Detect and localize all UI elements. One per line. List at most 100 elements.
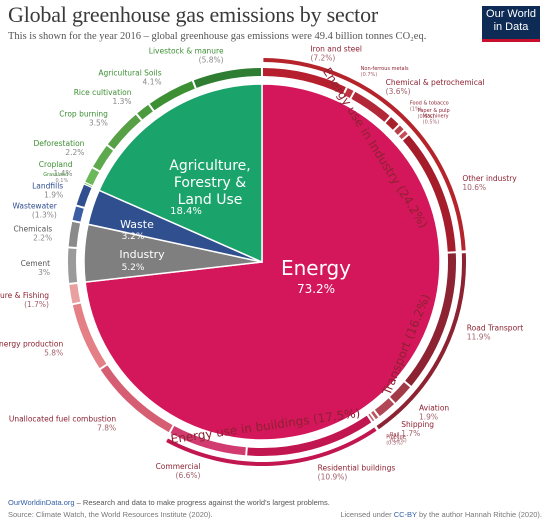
subsector-label-machinery: Machinery: [423, 114, 449, 120]
ring-segment-crop-burning: [107, 114, 141, 150]
subsector-label-pipeline: Pipeline: [386, 435, 406, 441]
ring-segment-commercial: [170, 425, 246, 456]
subsector-pct-rail: (0.4%): [390, 438, 407, 444]
ring-segment-rice-cultivation: [137, 104, 153, 120]
ring-segment-chemical-petrochemical: [351, 91, 390, 122]
subsector-label-landfills: Landfills: [32, 181, 63, 190]
subsector-label-iron-and-steel: Iron and steel: [310, 45, 362, 54]
license-suffix: by the author Hannah Ritchie (2020).: [416, 510, 542, 519]
logo-line-1: Our World: [486, 8, 536, 20]
subsector-label-crop-burning: Crop burning: [59, 109, 108, 118]
subsector-label-grassland: Grassland: [43, 172, 68, 178]
ring-segment-deforestation: [93, 145, 114, 171]
subsector-pct-crop-burning: 3.5%: [89, 118, 108, 127]
subsector-label-unallocated-fuel-combustion: Unallocated fuel combustion: [9, 414, 117, 423]
sector-label-agriculture-line-2: Forestry &: [174, 175, 246, 191]
subsector-label-fugitive-emissions-from-energy-production: Fugitive emissions from energy productio…: [0, 340, 63, 349]
subsector-label-other-industry: Other industry: [462, 174, 517, 183]
subsector-pct-pipeline: (0.3%): [386, 441, 403, 447]
subsector-label-agricultural-soils: Agricultural Soils: [98, 68, 161, 77]
owid-logo[interactable]: Our World in Data: [482, 6, 540, 42]
subsector-pct-chemical-petrochemical: (3.6%): [386, 87, 411, 96]
ring-segment-other-industry: [402, 135, 456, 252]
ring-segment-chemicals: [68, 221, 81, 248]
subsector-pct-iron-and-steel: (7.2%): [310, 54, 335, 63]
site-link[interactable]: OurWorldinData.org: [8, 498, 75, 507]
subsector-pct-deforestation: 2.2%: [65, 148, 84, 157]
subsector-pct-residential-buildings: (10.9%): [318, 473, 348, 482]
ring-segment-unallocated-fuel-combustion: [100, 365, 173, 433]
ring-segment-agricultural-soils: [149, 81, 195, 111]
subsector-label-residential-buildings: Residential buildings: [318, 464, 396, 473]
subsector-label-paper-pulp: Paper & pulp: [418, 108, 450, 114]
ring-segment-machinery: [399, 130, 408, 140]
subsector-pct-machinery: (0.5%): [423, 120, 440, 126]
pie-slice-agriculture-forestry-land-use: [98, 83, 263, 264]
subsector-pct-cement: 3%: [38, 268, 50, 277]
subsector-label-shipping: Shipping: [401, 420, 434, 429]
subsector-label-aviation: Aviation: [419, 403, 449, 412]
ring-segment-residential-buildings: [247, 415, 372, 456]
ring-segment-road-transport: [405, 253, 456, 386]
subsector-label-road-transport: Road Transport: [467, 324, 523, 333]
subsector-label-cropland: Cropland: [39, 160, 73, 169]
subsector-label-energy-in-agriculture-fishing: Energy in Agriculture & Fishing: [0, 291, 49, 300]
group-ring-transport: [376, 253, 466, 430]
ring-segment-paper-pulp: [394, 125, 404, 135]
subsector-pct-other-industry: 10.6%: [462, 183, 486, 192]
ring-segment-pipeline: [368, 413, 375, 422]
license-prefix: Licensed under: [340, 510, 394, 519]
footer-source: Source: Climate Watch, the World Resourc…: [8, 510, 213, 519]
subsector-label-deforestation: Deforestation: [33, 139, 84, 148]
footer-tagline: OurWorldinData.org – Research and data t…: [8, 498, 330, 507]
subsector-pct-road-transport: 11.9%: [467, 333, 491, 342]
subsector-pct-grassland: 0.1%: [56, 178, 69, 184]
sector-pct-agriculture: 18.4%: [170, 206, 202, 217]
footer-license: Licensed under CC-BY by the author Hanna…: [340, 510, 542, 519]
subsector-label-chemicals: Chemicals: [13, 224, 52, 233]
subsector-label-livestock-manure: Livestock & manure: [149, 47, 224, 56]
subsector-pct-fugitive-emissions-from-energy-production: 5.8%: [44, 349, 63, 358]
sector-label-agriculture-line-3: Land Use: [178, 192, 243, 208]
subsector-pct-non-ferrous-metals: (0.7%): [361, 72, 378, 78]
sector-label-waste: Waste: [120, 218, 154, 231]
subsector-label-cement: Cement: [21, 259, 51, 268]
subsector-pct-chemicals: 2.2%: [33, 233, 52, 242]
subsector-pct-agricultural-soils: 4.1%: [143, 77, 162, 86]
subsector-pct-rice-cultivation: 1.3%: [112, 97, 131, 106]
ring-segment-iron-and-steel: [262, 68, 346, 95]
ring-segment-cement: [68, 248, 78, 283]
ring-segment-livestock-manure: [193, 68, 262, 88]
ring-segment-landfills: [76, 184, 92, 207]
ring-segment-aviation: [390, 382, 411, 403]
subsector-label-chemical-petrochemical: Chemical & petrochemical: [386, 78, 485, 87]
sector-pct-industry: 5.2%: [122, 263, 145, 273]
subsector-pct-cropland: 1.4%: [53, 169, 72, 178]
group-ring-energy-use-in-buildings: [166, 427, 377, 466]
subsector-pct-energy-in-agriculture-fishing: (1.7%): [24, 300, 49, 309]
chart-subtitle: This is shown for the year 2016 – global…: [8, 31, 427, 42]
ring-segment-cropland: [85, 168, 100, 186]
group-ring-energy-use-in-industry: [263, 58, 466, 251]
subsector-pct-paper-pulp: (0.6%): [418, 114, 435, 120]
ring-segment-shipping: [374, 398, 395, 417]
subsector-pct-aviation: 1.9%: [419, 412, 438, 421]
subsector-pct-livestock-manure: (5.8%): [199, 56, 224, 65]
ring-segment-rail: [371, 410, 379, 420]
subsector-label-rice-cultivation: Rice cultivation: [74, 88, 132, 97]
sector-pct-waste: 3.2%: [122, 232, 145, 242]
subsector-label-rail: Rail: [390, 432, 399, 438]
subsector-label-food-tobacco: Food & tobacco: [410, 101, 449, 107]
ring-segment-non-ferrous-metals: [344, 87, 354, 98]
ring-segment-food-tobacco: [385, 117, 399, 130]
subsector-pct-landfills: 1.9%: [44, 190, 63, 199]
subsector-label-commercial: Commercial: [156, 462, 201, 471]
subsector-pct-shipping: 1.7%: [401, 429, 420, 438]
subsector-pct-unallocated-fuel-combustion: 7.8%: [97, 423, 116, 432]
license-link[interactable]: CC-BY: [393, 510, 417, 519]
sector-pct-energy: 73.2%: [297, 282, 335, 296]
subsector-pct-food-tobacco: (1%): [410, 107, 422, 113]
subsector-label-wastewater: Wastewater: [12, 202, 57, 211]
subsector-label-non-ferrous-metals: Non-ferrous metals: [361, 66, 409, 72]
